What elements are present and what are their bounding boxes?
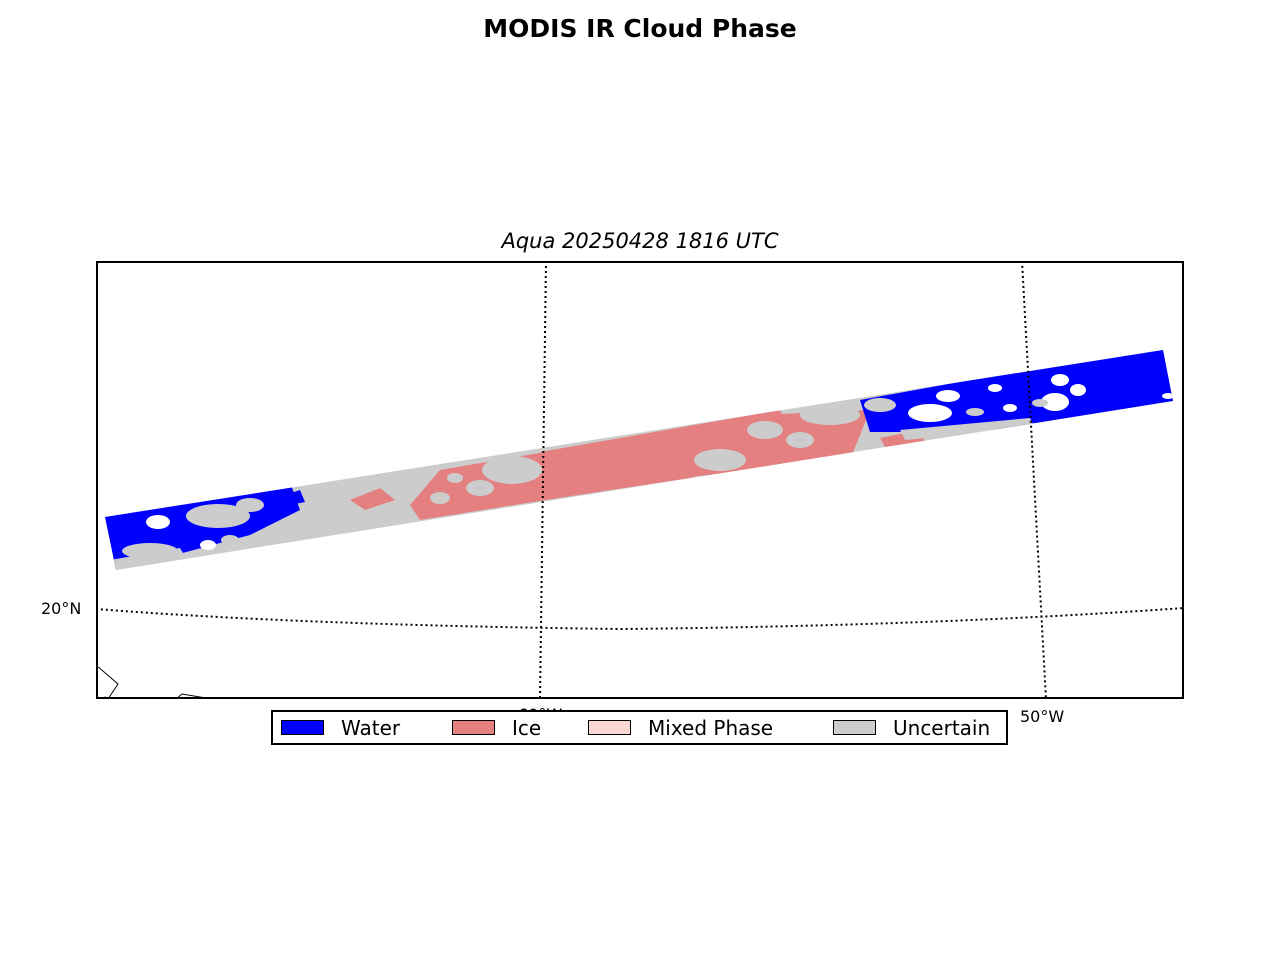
legend-label-water: Water	[341, 715, 401, 740]
legend-item-uncertain: Uncertain	[833, 712, 990, 743]
map-panel	[96, 261, 1184, 699]
latitude-label-20n: 20°N	[41, 599, 82, 618]
figure-title: MODIS IR Cloud Phase	[483, 14, 797, 43]
legend: Water Ice Mixed Phase Uncertain	[271, 710, 1008, 745]
parallel-20n	[98, 607, 1182, 631]
legend-swatch-mixed-phase	[588, 720, 631, 735]
longitude-label-50w: 50°W	[1020, 707, 1065, 726]
coastline	[98, 666, 119, 697]
legend-item-ice: Ice	[452, 712, 541, 743]
swath-map	[98, 263, 1182, 697]
meridian-60w	[539, 263, 547, 697]
legend-swatch-ice	[452, 720, 495, 735]
legend-swatch-water	[281, 720, 324, 735]
legend-label-mixed-phase: Mixed Phase	[648, 715, 774, 740]
cloud-phase-field	[105, 350, 1173, 570]
figure-subtitle: Aqua 20250428 1816 UTC	[501, 229, 779, 253]
meridian-50w	[1021, 263, 1047, 697]
longitude-label-60w: 60°W	[518, 705, 562, 711]
legend-item-water: Water	[281, 712, 400, 743]
legend-label-ice: Ice	[512, 715, 542, 740]
legend-item-mixed-phase: Mixed Phase	[588, 712, 773, 743]
legend-swatch-uncertain	[833, 720, 876, 735]
legend-label-uncertain: Uncertain	[893, 715, 991, 740]
